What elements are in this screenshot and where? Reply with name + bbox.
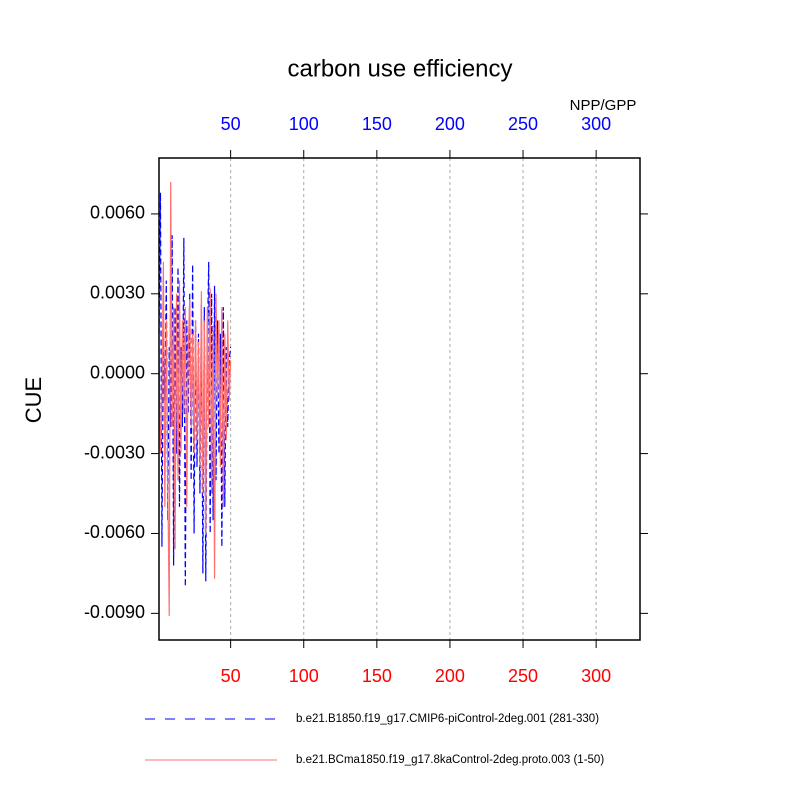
x-tick-label: 250 — [508, 666, 538, 686]
x-tick-label-top: 50 — [221, 114, 241, 134]
series-line — [158, 181, 232, 617]
y-tick-label: 0.0060 — [90, 203, 145, 223]
chart-title: carbon use efficiency — [287, 55, 512, 82]
y-axis-label: CUE — [21, 377, 46, 423]
x-tick-label-top: 150 — [362, 114, 392, 134]
y-tick-label: 0.0030 — [90, 283, 145, 303]
x-tick-label: 200 — [435, 666, 465, 686]
y-tick-label: -0.0060 — [84, 522, 145, 542]
legend-label: b.e21.BCma1850.f19_g17.8kaControl-2deg.p… — [296, 754, 604, 766]
corner-label: NPP/GPP — [570, 97, 637, 114]
legend-label: b.e21.B1850.f19_g17.CMIP6-piControl-2deg… — [296, 713, 599, 725]
plot-frame — [158, 157, 641, 641]
x-tick-label-top: 250 — [508, 114, 538, 134]
y-tick-label: -0.0090 — [84, 602, 145, 622]
x-tick-label-top: 100 — [289, 114, 319, 134]
x-tick-label-top: 300 — [581, 114, 611, 134]
x-tick-label: 50 — [221, 666, 241, 686]
x-tick-label-top: 200 — [435, 114, 465, 134]
y-tick-label: -0.0030 — [84, 442, 145, 462]
x-tick-label: 150 — [362, 666, 392, 686]
x-tick-label: 300 — [581, 666, 611, 686]
y-tick-label: 0.0000 — [90, 362, 145, 382]
x-tick-label: 100 — [289, 666, 319, 686]
